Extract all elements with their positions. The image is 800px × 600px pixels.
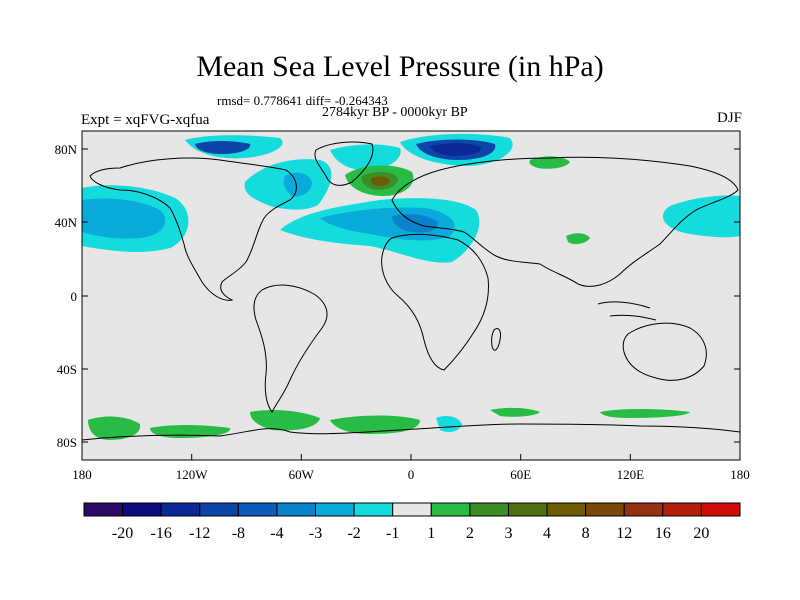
arctic-canada-core [195,141,251,154]
colorbar-label: -2 [347,525,360,542]
northeast-pacific-anomaly [662,195,740,238]
antarctic-east-patch-2 [600,409,690,418]
coast-south-america [253,284,328,413]
lat-label-0: 0 [71,289,78,304]
colorbar-label: 8 [582,525,590,542]
lat-label-80n: 80N [55,142,78,157]
colorbar-swatch [315,502,355,517]
lon-label-180e: 180 [730,467,750,482]
coast-north-america [89,157,297,301]
colorbar-swatch [392,502,432,517]
lon-label-60w: 60W [289,467,315,482]
coast-antarctica [81,423,741,441]
lon-label-180w: 180 [72,467,92,482]
lat-axis [82,148,740,443]
lat-label-40n: 40N [55,215,78,230]
rmsd-diff-stats: rmsd= 0.778641 diff= -0.264343 [217,93,388,108]
lon-label-120w: 120W [176,467,209,482]
siberia-patch [529,156,570,169]
antarctic-blue-patch [436,416,462,432]
colorbar-label: 3 [504,525,512,542]
colorbar-label: -8 [232,525,245,542]
colorbar-swatch [585,502,625,517]
colorbar-swatch [199,502,239,517]
colorbar-label: -3 [309,525,322,542]
colorbar-swatch [353,502,394,517]
lon-label-0: 0 [408,467,415,482]
coastlines [81,141,741,441]
antarctic-indian-patch [330,415,420,434]
antarctic-east-patch [490,407,540,417]
colorbar-label: -16 [151,525,172,542]
map-background [82,131,740,460]
coast-africa [381,233,489,371]
arctic-siberia-peak [430,143,482,156]
colorbar-label: 12 [616,525,632,542]
colorbar-label: -4 [270,525,283,542]
colorbar-swatch [83,502,124,517]
coast-indonesia [597,301,657,321]
lon-axis [191,454,631,460]
colorbar-label: 4 [543,525,551,542]
colorbar-label: 1 [427,525,435,542]
season-label: DJF [716,110,742,126]
colorbar-swatch [469,502,509,517]
greenland-anomaly [330,144,401,171]
colorbar-swatch [623,502,664,517]
north-pacific-core [82,198,166,239]
coast-madagascar [491,327,501,351]
antarctic-atlantic-patch [250,410,320,431]
colorbar-swatch [662,502,702,517]
colorbar-swatch [160,502,201,517]
coast-australia [622,322,707,381]
colorbar-label: -20 [112,525,133,542]
coast-greenland [314,141,374,186]
colorbar-label: -1 [386,525,399,542]
colorbar-swatch [507,502,548,517]
scandinavia-peak [370,176,390,186]
lat-label-80s: 80S [57,435,77,450]
labrador-anomaly [283,172,312,197]
colorbar-label: -12 [189,525,210,542]
lon-label-120e: 120E [617,467,645,482]
experiment-label: Expt = xqFVG-xqfua [81,112,210,128]
colorbar: -20 -16 -12 -8 -4 -3 -2 -1 1 2 3 4 8 12 16 20 [83,502,741,542]
colorbar-label: 20 [693,525,709,542]
colorbar-swatch [122,502,162,517]
colorbar-label: 16 [655,525,671,542]
colorbar-swatch [546,502,587,517]
colorbar-swatch [237,502,278,517]
colorbar-swatch [276,502,317,517]
colorbar-swatch [430,502,471,517]
colorbar-swatch [700,502,741,517]
map-title: Mean Sea Level Pressure (in hPa) [196,50,604,83]
lon-label-60e: 60E [510,467,531,482]
period-label: 2784kyr BP - 0000kyr BP [322,105,468,120]
antarctic-pacific-patch [88,416,141,440]
coast-eurasia [391,156,739,287]
central-asia-patch [566,233,590,245]
lat-label-40s: 40S [57,362,77,377]
colorbar-label: 2 [466,525,474,542]
